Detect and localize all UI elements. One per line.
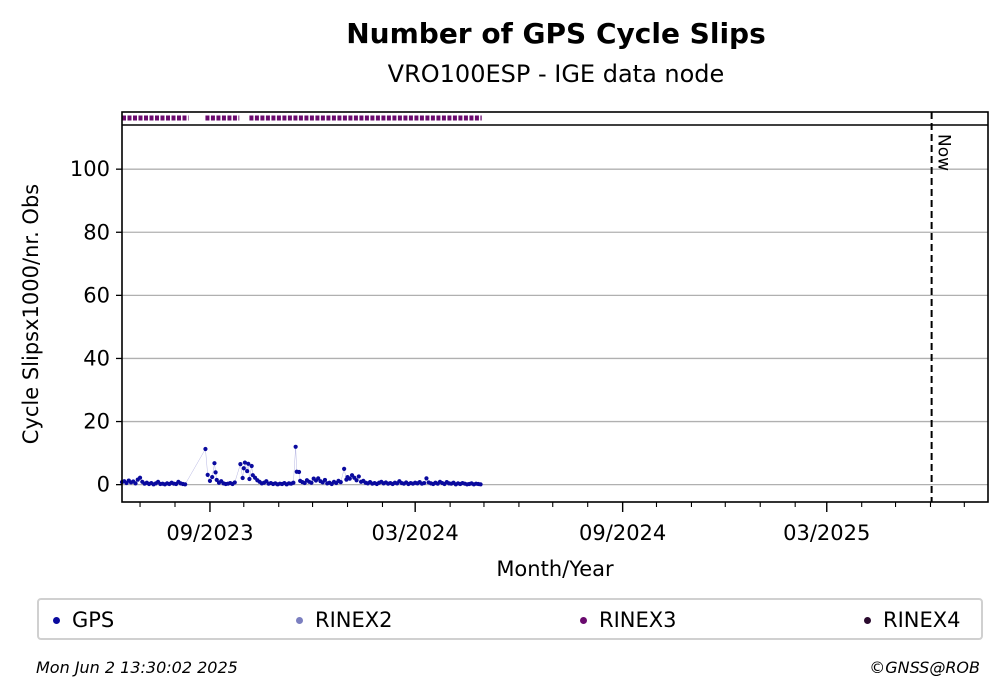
plot-frame <box>121 111 989 503</box>
legend-label-gps: GPS <box>72 608 115 632</box>
ytick-label-0: 0 <box>97 473 110 497</box>
gps-point-48 <box>245 468 250 474</box>
legend-item-gps: GPS <box>53 606 114 634</box>
gps-series <box>119 444 483 487</box>
gps-point-50 <box>247 476 252 482</box>
gps-point-96 <box>347 476 352 481</box>
gps-point-43 <box>232 480 237 485</box>
now-marker: Now <box>930 112 954 502</box>
legend-label-rinex4: RINEX4 <box>883 608 961 632</box>
gps-point-92 <box>338 480 343 485</box>
gps-point-73 <box>296 469 302 475</box>
gps-point-30 <box>205 472 210 477</box>
y-ticks: 0 20 40 60 80 100 <box>70 157 122 497</box>
footer-copyright: ©GNSS@ROB <box>869 658 980 677</box>
gps-point-44 <box>238 462 243 467</box>
legend-marker-rinex2 <box>296 616 303 624</box>
xtick-label-2: 09/2024 <box>579 521 666 545</box>
gps-point-82 <box>316 476 321 481</box>
gps-point-51 <box>249 463 254 469</box>
gps-point-85 <box>322 477 328 483</box>
gps-point-71 <box>293 444 298 449</box>
chart-subtitle: VRO100ESP - IGE data node <box>388 60 725 88</box>
gps-point-79 <box>309 480 314 485</box>
legend-item-rinex3: RINEX3 <box>580 606 677 634</box>
gps-point-31 <box>207 478 213 483</box>
axes <box>121 111 989 503</box>
xtick-label-1: 03/2024 <box>372 521 459 545</box>
xtick-label-3: 03/2025 <box>783 521 870 545</box>
legend-label-rinex2: RINEX2 <box>315 608 393 632</box>
gps-point-70 <box>291 480 296 485</box>
footer-timestamp: Mon Jun 2 13:30:02 2025 <box>36 658 238 677</box>
legend-marker-rinex4 <box>864 616 871 624</box>
legend-marker-rinex3 <box>580 616 587 624</box>
xtick-label-0: 09/2023 <box>166 521 253 545</box>
ytick-label-80: 80 <box>83 220 110 244</box>
grid-lines <box>122 168 988 486</box>
gps-point-46 <box>241 466 246 471</box>
gps-point-6 <box>133 481 138 486</box>
ytick-label-20: 20 <box>83 410 110 434</box>
legend-marker-gps <box>53 616 60 624</box>
chart-title: Number of GPS Cycle Slips <box>346 17 766 50</box>
chart-svg: Number of GPS Cycle Slips VRO100ESP - IG… <box>19 17 989 581</box>
gps-point-130 <box>424 476 429 481</box>
gps-point-35 <box>214 477 219 483</box>
x-axis-label: Month/Year <box>496 557 614 581</box>
gps-point-33 <box>212 461 217 466</box>
now-label: Now <box>934 134 954 171</box>
y-axis-label: Cycle Slipsx1000/nr. Obs <box>19 184 43 444</box>
gps-point-76 <box>302 480 307 486</box>
gps-point-93 <box>342 466 347 471</box>
x-ticks: 09/2023 03/2024 09/2024 03/2025 <box>139 502 965 545</box>
gps-point-45 <box>240 475 245 481</box>
gps-point-47 <box>242 460 248 465</box>
ytick-label-100: 100 <box>70 157 110 181</box>
gps-point-34 <box>213 470 218 475</box>
gps-point-28 <box>183 482 188 487</box>
gps-point-129 <box>422 480 427 486</box>
gps-point-49 <box>246 461 251 466</box>
legend: GPS RINEX2 RINEX3 RINEX4 <box>37 598 983 640</box>
ytick-label-60: 60 <box>83 283 110 307</box>
gps-point-8 <box>137 475 143 480</box>
legend-label-rinex3: RINEX3 <box>599 608 677 632</box>
gps-point-29 <box>203 446 208 452</box>
gps-point-100 <box>356 474 361 479</box>
ytick-label-40: 40 <box>83 346 110 370</box>
gps-point-99 <box>354 478 359 483</box>
gps-point-32 <box>210 474 215 480</box>
gps-point-154 <box>478 482 483 487</box>
legend-item-rinex2: RINEX2 <box>296 606 393 634</box>
legend-item-rinex4: RINEX4 <box>864 606 961 634</box>
